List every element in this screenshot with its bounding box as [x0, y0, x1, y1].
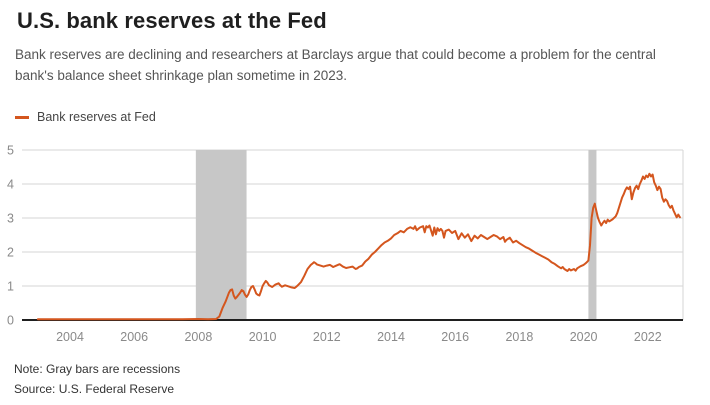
- x-axis-tick-label: 2016: [441, 330, 469, 344]
- x-axis-tick-label: 2014: [377, 330, 405, 344]
- x-axis-tick-label: 2008: [184, 330, 212, 344]
- legend: Bank reserves at Fed: [15, 110, 156, 124]
- y-axis-tick-label: 4: [7, 178, 14, 192]
- chart-subtitle: Bank reserves are declining and research…: [15, 47, 656, 83]
- recession-band: [588, 150, 597, 320]
- x-axis-tick-label: 2006: [120, 330, 148, 344]
- page-title: U.S. bank reserves at the Fed: [17, 8, 327, 33]
- y-axis-tick-label: 5: [7, 144, 14, 158]
- y-axis-tick-label: 2: [7, 246, 14, 260]
- chart-source: Source: U.S. Federal Reserve: [14, 382, 175, 396]
- recession-band: [195, 150, 247, 320]
- x-axis-tick-label: 2018: [505, 330, 533, 344]
- reserves-line: [36, 172, 681, 321]
- x-axis-tick-label: 2010: [249, 330, 277, 344]
- y-axis-tick-label: 1: [7, 280, 14, 294]
- legend-line-swatch: [15, 115, 29, 119]
- x-axis-tick-label: 2020: [570, 330, 598, 344]
- x-axis-tick-label: 2022: [634, 330, 662, 344]
- x-axis-tick-label: 2004: [56, 330, 84, 344]
- x-axis-tick-label: 2012: [313, 330, 341, 344]
- chart-note: Note: Gray bars are recessions: [14, 362, 181, 376]
- y-axis-tick-label: 0: [7, 314, 14, 328]
- y-axis-tick-label: 3: [7, 212, 14, 226]
- legend-label: Bank reserves at Fed: [37, 110, 156, 124]
